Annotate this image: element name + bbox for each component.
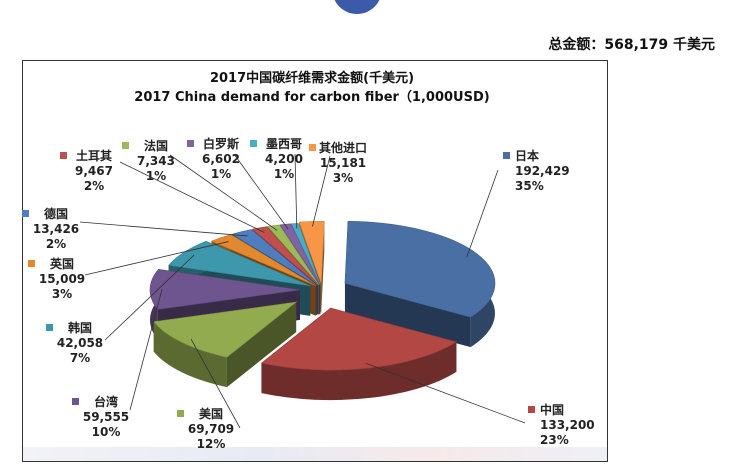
legend-marker-8: [122, 142, 129, 149]
pie-slice-top-6: [231, 229, 318, 286]
slice-label-name-5: 英国: [50, 256, 74, 271]
legend-marker-7: [60, 152, 67, 159]
slice-label-value-4: 42,058: [57, 336, 103, 350]
slice-label-name-2: 美国: [199, 406, 223, 421]
legend-marker-11: [309, 144, 316, 151]
slice-label-pct-3: 10%: [92, 425, 121, 439]
slice-label-pct-8: 1%: [146, 169, 166, 183]
slice-label-pct-9: 1%: [211, 167, 231, 181]
pie-slice-0: [344, 221, 496, 348]
slice-label-name-11: 其他进口: [319, 140, 367, 155]
legend-marker-1: [528, 406, 535, 413]
legend-marker-10: [250, 140, 257, 147]
leader-line-11: [312, 155, 331, 227]
slice-label-pct-1: 23%: [540, 433, 569, 447]
slice-label-pct-11: 3%: [333, 171, 353, 185]
slice-label-value-8: 7,343: [137, 154, 175, 168]
slice-label-name-4: 韩国: [68, 320, 92, 335]
pie-slice-side-1: [261, 341, 457, 401]
legend-marker-4: [46, 324, 53, 331]
leader-line-4: [104, 254, 195, 341]
total-amount-label: 总金额：568,179 千美元: [548, 37, 715, 53]
leader-line-3: [129, 289, 163, 411]
pie-slice-top-0: [344, 221, 496, 318]
slice-label-name-9: 白罗斯: [203, 136, 239, 151]
leader-line-5: [84, 241, 229, 276]
leader-line-8: [169, 154, 278, 231]
slice-label-name-3: 台湾: [94, 394, 118, 409]
slice-label-name-8: 法国: [144, 138, 168, 153]
leader-line-6: [79, 221, 248, 237]
slice-label-name-6: 德国: [44, 206, 68, 221]
slice-label-value-9: 6,602: [202, 152, 240, 166]
slice-label-name-7: 土耳其: [76, 148, 112, 163]
slice-label-name-1: 中国: [540, 402, 564, 417]
pie-slice-top-2: [153, 301, 298, 358]
slice-label-pct-7: 2%: [84, 179, 104, 193]
slice-label-value-6: 13,426: [33, 222, 79, 236]
legend-marker-5: [28, 260, 35, 267]
slice-label-pct-10: 1%: [274, 167, 294, 181]
slice-label-pct-2: 12%: [197, 437, 226, 451]
logo-arc-decoration: [332, 0, 382, 14]
legend-marker-0: [503, 152, 510, 159]
leader-line-0: [466, 169, 499, 257]
pie-slice-wall-end-0: [344, 283, 471, 348]
chart-subtitle: 2017 China demand for carbon fiber（1,000…: [134, 89, 489, 105]
pie-slice-top-9: [279, 223, 320, 285]
slice-label-pct-0: 35%: [515, 179, 544, 193]
slice-label-value-10: 4,200: [265, 152, 303, 166]
leader-line-9: [233, 153, 289, 230]
slice-label-pct-4: 7%: [70, 351, 90, 365]
pie-slice-top-8: [267, 224, 320, 285]
slice-label-pct-6: 2%: [46, 237, 66, 251]
pie-slice-1: [260, 307, 458, 401]
watermark-band: [23, 447, 607, 461]
pie-slice-top-7: [251, 226, 319, 286]
pie-slice-top-10: [290, 222, 321, 285]
leader-line-2: [190, 338, 241, 429]
slice-label-value-1: 133,200: [540, 418, 595, 432]
legend-marker-2: [177, 410, 184, 417]
slice-label-name-0: 日本: [515, 148, 539, 163]
slice-label-value-11: 15,181: [320, 156, 366, 170]
legend-marker-3: [72, 398, 79, 405]
legend-marker-9: [187, 140, 194, 147]
leader-line-10: [294, 153, 298, 229]
slice-label-value-7: 9,467: [75, 164, 113, 178]
chart-title: 2017中国碳纤维需求金额(千美元): [210, 70, 414, 86]
slice-label-name-10: 墨西哥: [266, 137, 302, 151]
pie-slice-top-11: [298, 221, 325, 284]
leader-line-7: [119, 161, 265, 233]
slice-label-value-5: 15,009: [39, 272, 85, 286]
slice-label-pct-5: 3%: [52, 287, 72, 301]
slice-label-value-0: 192,429: [515, 164, 570, 178]
pie-slice-top-4: [168, 240, 311, 287]
slice-label-value-2: 69,709: [188, 422, 234, 436]
slice-label-value-3: 59,555: [83, 410, 129, 424]
legend-marker-6: [22, 210, 29, 217]
leader-line-1: [365, 362, 526, 424]
chart-frame: [22, 60, 608, 462]
pie-slice-top-1: [260, 307, 458, 371]
